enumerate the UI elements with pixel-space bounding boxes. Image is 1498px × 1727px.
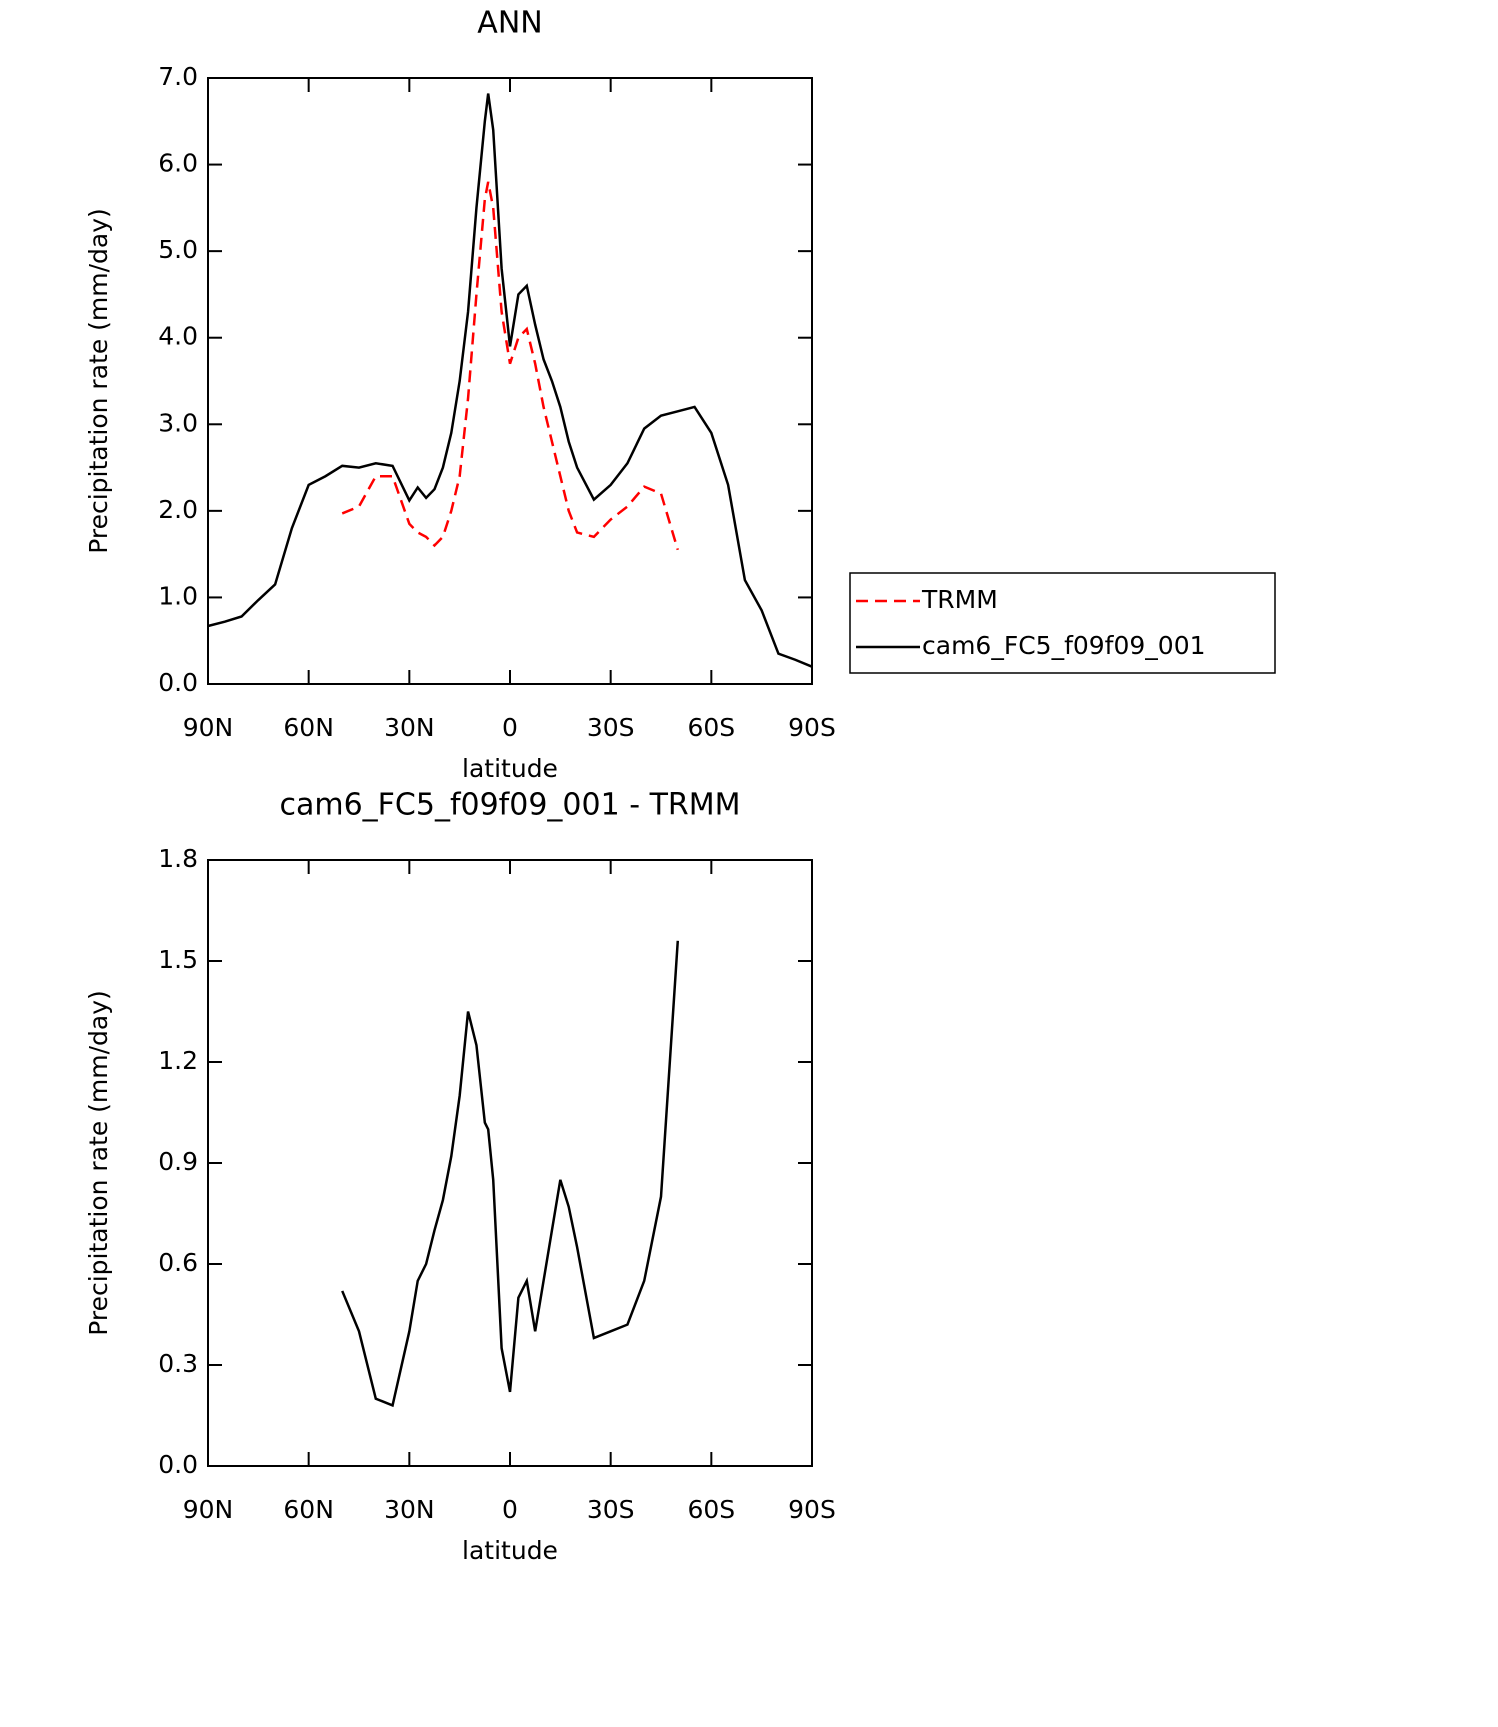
y-tick-label: 6.0 [158, 149, 198, 178]
y-tick-label: 5.0 [158, 235, 198, 264]
legend-box [849, 572, 1276, 674]
y-tick-label: 1.2 [158, 1046, 198, 1075]
legend-label: cam6_FC5_f09f09_001 [922, 631, 1206, 660]
panel: 0.0 1.0 2.0 3.0 4.0 5.0 6.0 7.0 90N 60N 30N 0 30S 60S… [84, 6, 1276, 783]
legend-label: TRMM [921, 585, 998, 614]
y-tick-label: 0.0 [158, 1450, 198, 1479]
panel: 0.0 0.3 0.6 0.9 1.2 1.5 1.8 90N 60N 30N 0 30S 60S 90S… [84, 788, 836, 1566]
data-line [341, 940, 680, 1408]
y-tick-label: 1.0 [158, 581, 198, 610]
x-tick-label: 0 [502, 713, 518, 742]
y-tick-label: 3.0 [158, 408, 198, 437]
y-tick-label: 0.3 [158, 1349, 198, 1378]
y-axis-label: Precipitation rate (mm/day) [84, 208, 113, 554]
x-tick-label: 60S [687, 713, 735, 742]
plot-frame [207, 77, 813, 685]
y-tick-label: 1.5 [158, 945, 198, 974]
y-tick-label: 0.0 [158, 668, 198, 697]
x-tick-label: 0 [502, 1495, 518, 1524]
x-tick-label: 90N [183, 713, 234, 742]
chart-title: cam6_FC5_f09f09_001 - TRMM [279, 788, 740, 823]
x-tick-label: 60N [283, 1495, 334, 1524]
data-line [207, 93, 813, 668]
x-axis-label: latitude [462, 754, 558, 783]
x-tick-label: 30S [587, 1495, 635, 1524]
x-tick-label: 90N [183, 1495, 234, 1524]
x-tick-label: 30N [384, 713, 435, 742]
y-tick-label: 0.9 [158, 1147, 198, 1176]
x-tick-label: 30S [587, 713, 635, 742]
y-tick-label: 0.6 [158, 1248, 198, 1277]
y-tick-label: 2.0 [158, 495, 198, 524]
data-line [341, 181, 679, 551]
x-axis-label: latitude [462, 1536, 558, 1565]
y-axis-label: Precipitation rate (mm/day) [84, 990, 113, 1336]
chart-title: ANN [477, 6, 542, 41]
y-tick-label: 1.8 [158, 844, 198, 873]
x-tick-label: 60S [687, 1495, 735, 1524]
plot-frame [207, 859, 813, 1467]
x-tick-label: 90S [788, 1495, 836, 1524]
y-tick-label: 4.0 [158, 322, 198, 351]
y-tick-label: 7.0 [158, 62, 198, 91]
x-tick-label: 30N [384, 1495, 435, 1524]
x-tick-label: 60N [283, 713, 334, 742]
x-tick-label: 90S [788, 713, 836, 742]
